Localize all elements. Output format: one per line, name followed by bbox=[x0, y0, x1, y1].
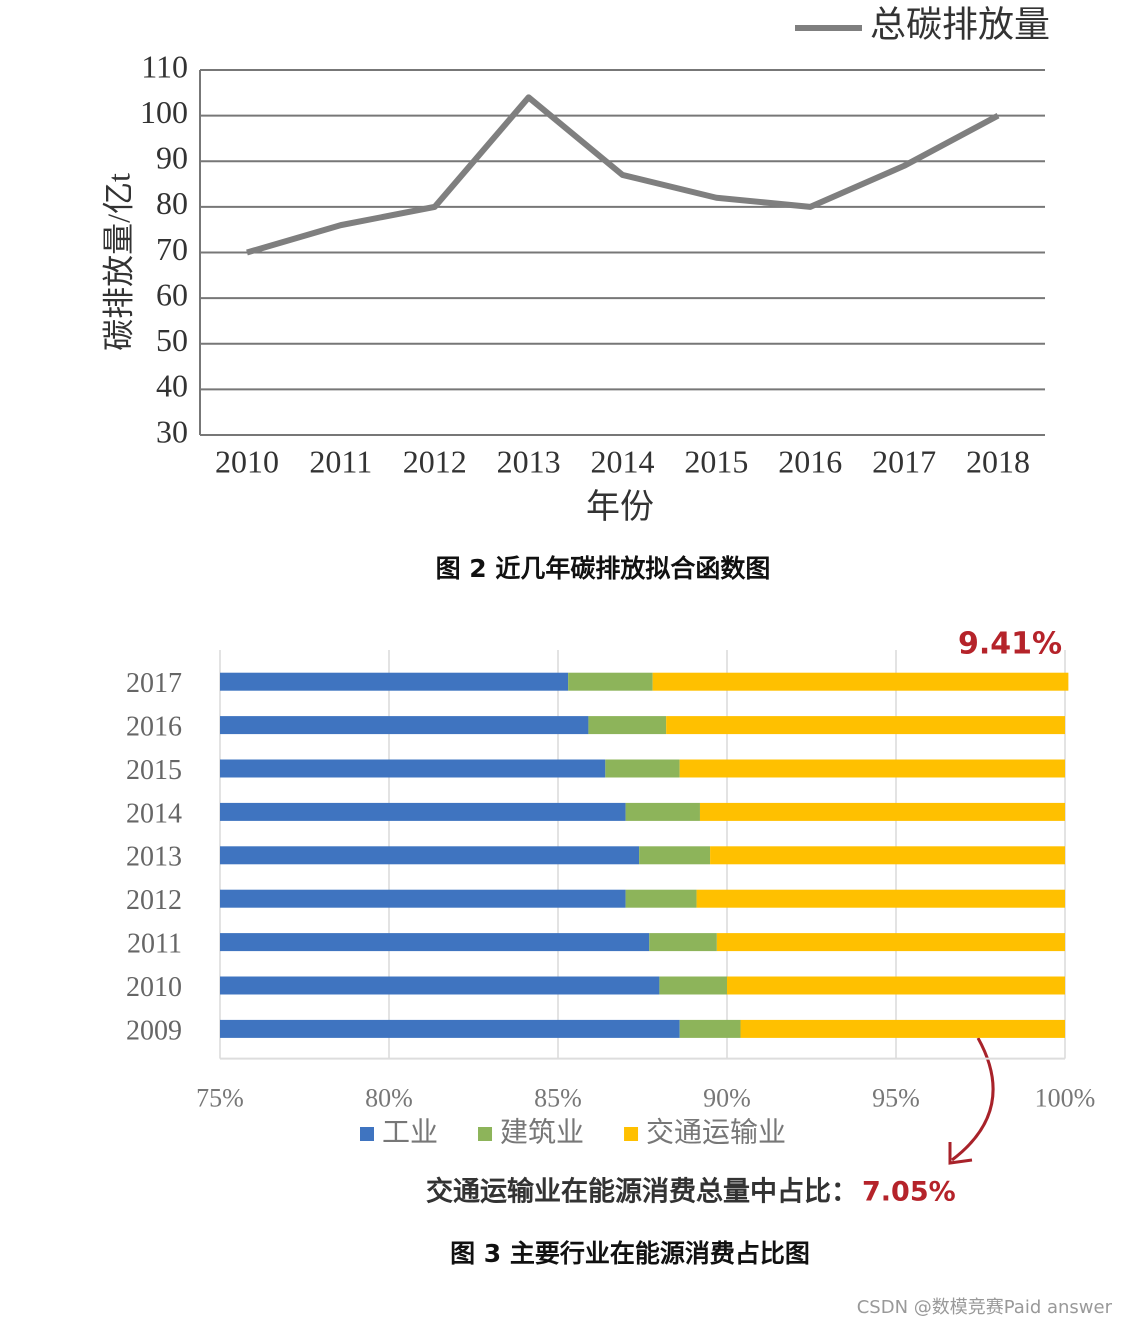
x-tick-label: 2010 bbox=[215, 443, 279, 479]
bar-segment bbox=[625, 889, 697, 908]
x-axis-label: 年份 bbox=[586, 488, 654, 526]
legend-swatch bbox=[360, 1127, 374, 1141]
caption: 图 2 近几年碳排放拟合函数图 bbox=[436, 554, 771, 583]
x-tick-label: 2017 bbox=[872, 443, 936, 479]
bar-segment bbox=[220, 976, 660, 995]
y-tick-label: 30 bbox=[156, 413, 188, 449]
legend-label: 工业 bbox=[382, 1117, 438, 1148]
y-tick-label: 110 bbox=[141, 48, 188, 84]
bar-segment bbox=[679, 759, 1065, 778]
bar-segment bbox=[696, 889, 1065, 908]
y-tick-label: 2011 bbox=[127, 929, 182, 960]
legend-label: 交通运输业 bbox=[646, 1116, 786, 1148]
bar-segment bbox=[220, 1019, 680, 1038]
x-tick-label: 80% bbox=[365, 1084, 413, 1113]
y-tick-label: 2017 bbox=[126, 668, 182, 699]
bar-segment bbox=[588, 716, 667, 735]
bar-segment bbox=[220, 846, 640, 865]
bar-segment bbox=[666, 716, 1065, 735]
watermark: CSDN @数模竞赛Paid answer bbox=[857, 1297, 1113, 1318]
bar-segment bbox=[625, 802, 700, 821]
bar-segment bbox=[649, 933, 717, 952]
y-tick-label: 90 bbox=[156, 140, 188, 176]
y-tick-label: 50 bbox=[156, 322, 188, 358]
y-tick-label: 70 bbox=[156, 231, 188, 267]
annotation: 7.05% bbox=[862, 1177, 956, 1208]
bar-segment bbox=[220, 672, 569, 691]
bar-segment bbox=[699, 802, 1065, 821]
y-tick-label: 80 bbox=[156, 185, 188, 221]
y-tick-label: 2013 bbox=[126, 842, 182, 873]
annotation: 交通运输业在能源消费总量中占比： bbox=[426, 1176, 858, 1208]
line-series bbox=[246, 94, 1000, 256]
y-tick-label: 2016 bbox=[126, 712, 182, 743]
legend-swatch bbox=[478, 1127, 493, 1141]
y-tick-label: 2015 bbox=[126, 755, 182, 786]
x-tick-label: 75% bbox=[196, 1084, 244, 1113]
bar-segment bbox=[220, 759, 606, 778]
x-tick-label: 100% bbox=[1035, 1084, 1096, 1113]
x-tick-label: 2015 bbox=[684, 443, 748, 479]
bar-segment bbox=[605, 759, 680, 778]
annotation: 9.41% bbox=[958, 627, 1062, 662]
annotation-arrow bbox=[951, 1037, 995, 1162]
x-tick-label: 90% bbox=[703, 1084, 751, 1113]
x-tick-label: 2016 bbox=[778, 443, 842, 479]
bar-segment bbox=[659, 976, 727, 995]
y-tick-label: 2014 bbox=[126, 798, 182, 829]
y-tick-label: 60 bbox=[156, 276, 188, 312]
bar-segment bbox=[652, 672, 1069, 691]
x-tick-label: 2012 bbox=[403, 443, 467, 479]
bar-segment bbox=[716, 933, 1065, 952]
legend-label: 建筑业 bbox=[500, 1116, 584, 1148]
bar-segment bbox=[710, 846, 1065, 865]
arrow-head bbox=[948, 1142, 973, 1165]
y-tick-label: 40 bbox=[156, 368, 188, 404]
x-tick-label: 2013 bbox=[497, 443, 561, 479]
bar-segment bbox=[568, 672, 653, 691]
x-tick-label: 2014 bbox=[591, 443, 655, 479]
bar-segment bbox=[639, 846, 711, 865]
bar-segment bbox=[220, 716, 589, 735]
caption: 图 3 主要行业在能源消费占比图 bbox=[450, 1239, 810, 1268]
x-tick-label: 2018 bbox=[966, 443, 1030, 479]
bar-segment bbox=[679, 1019, 741, 1038]
bar-segment bbox=[727, 976, 1065, 995]
legend-swatch bbox=[624, 1127, 639, 1141]
bar-segment bbox=[740, 1019, 1065, 1038]
bar-segment bbox=[220, 889, 626, 908]
x-tick-label: 85% bbox=[534, 1084, 582, 1113]
x-tick-label: 2011 bbox=[309, 443, 372, 479]
y-tick-label: 2012 bbox=[126, 885, 182, 916]
bar-segment bbox=[220, 933, 650, 952]
legend-label: 总碳排放量 bbox=[870, 4, 1050, 44]
x-tick-label: 95% bbox=[872, 1084, 920, 1113]
bar-segment bbox=[220, 802, 626, 821]
y-tick-label: 2009 bbox=[126, 1015, 182, 1046]
y-tick-label: 2010 bbox=[126, 972, 182, 1003]
y-tick-label: 100 bbox=[140, 94, 188, 130]
y-axis-label: 碳排放量/亿t bbox=[100, 173, 136, 351]
